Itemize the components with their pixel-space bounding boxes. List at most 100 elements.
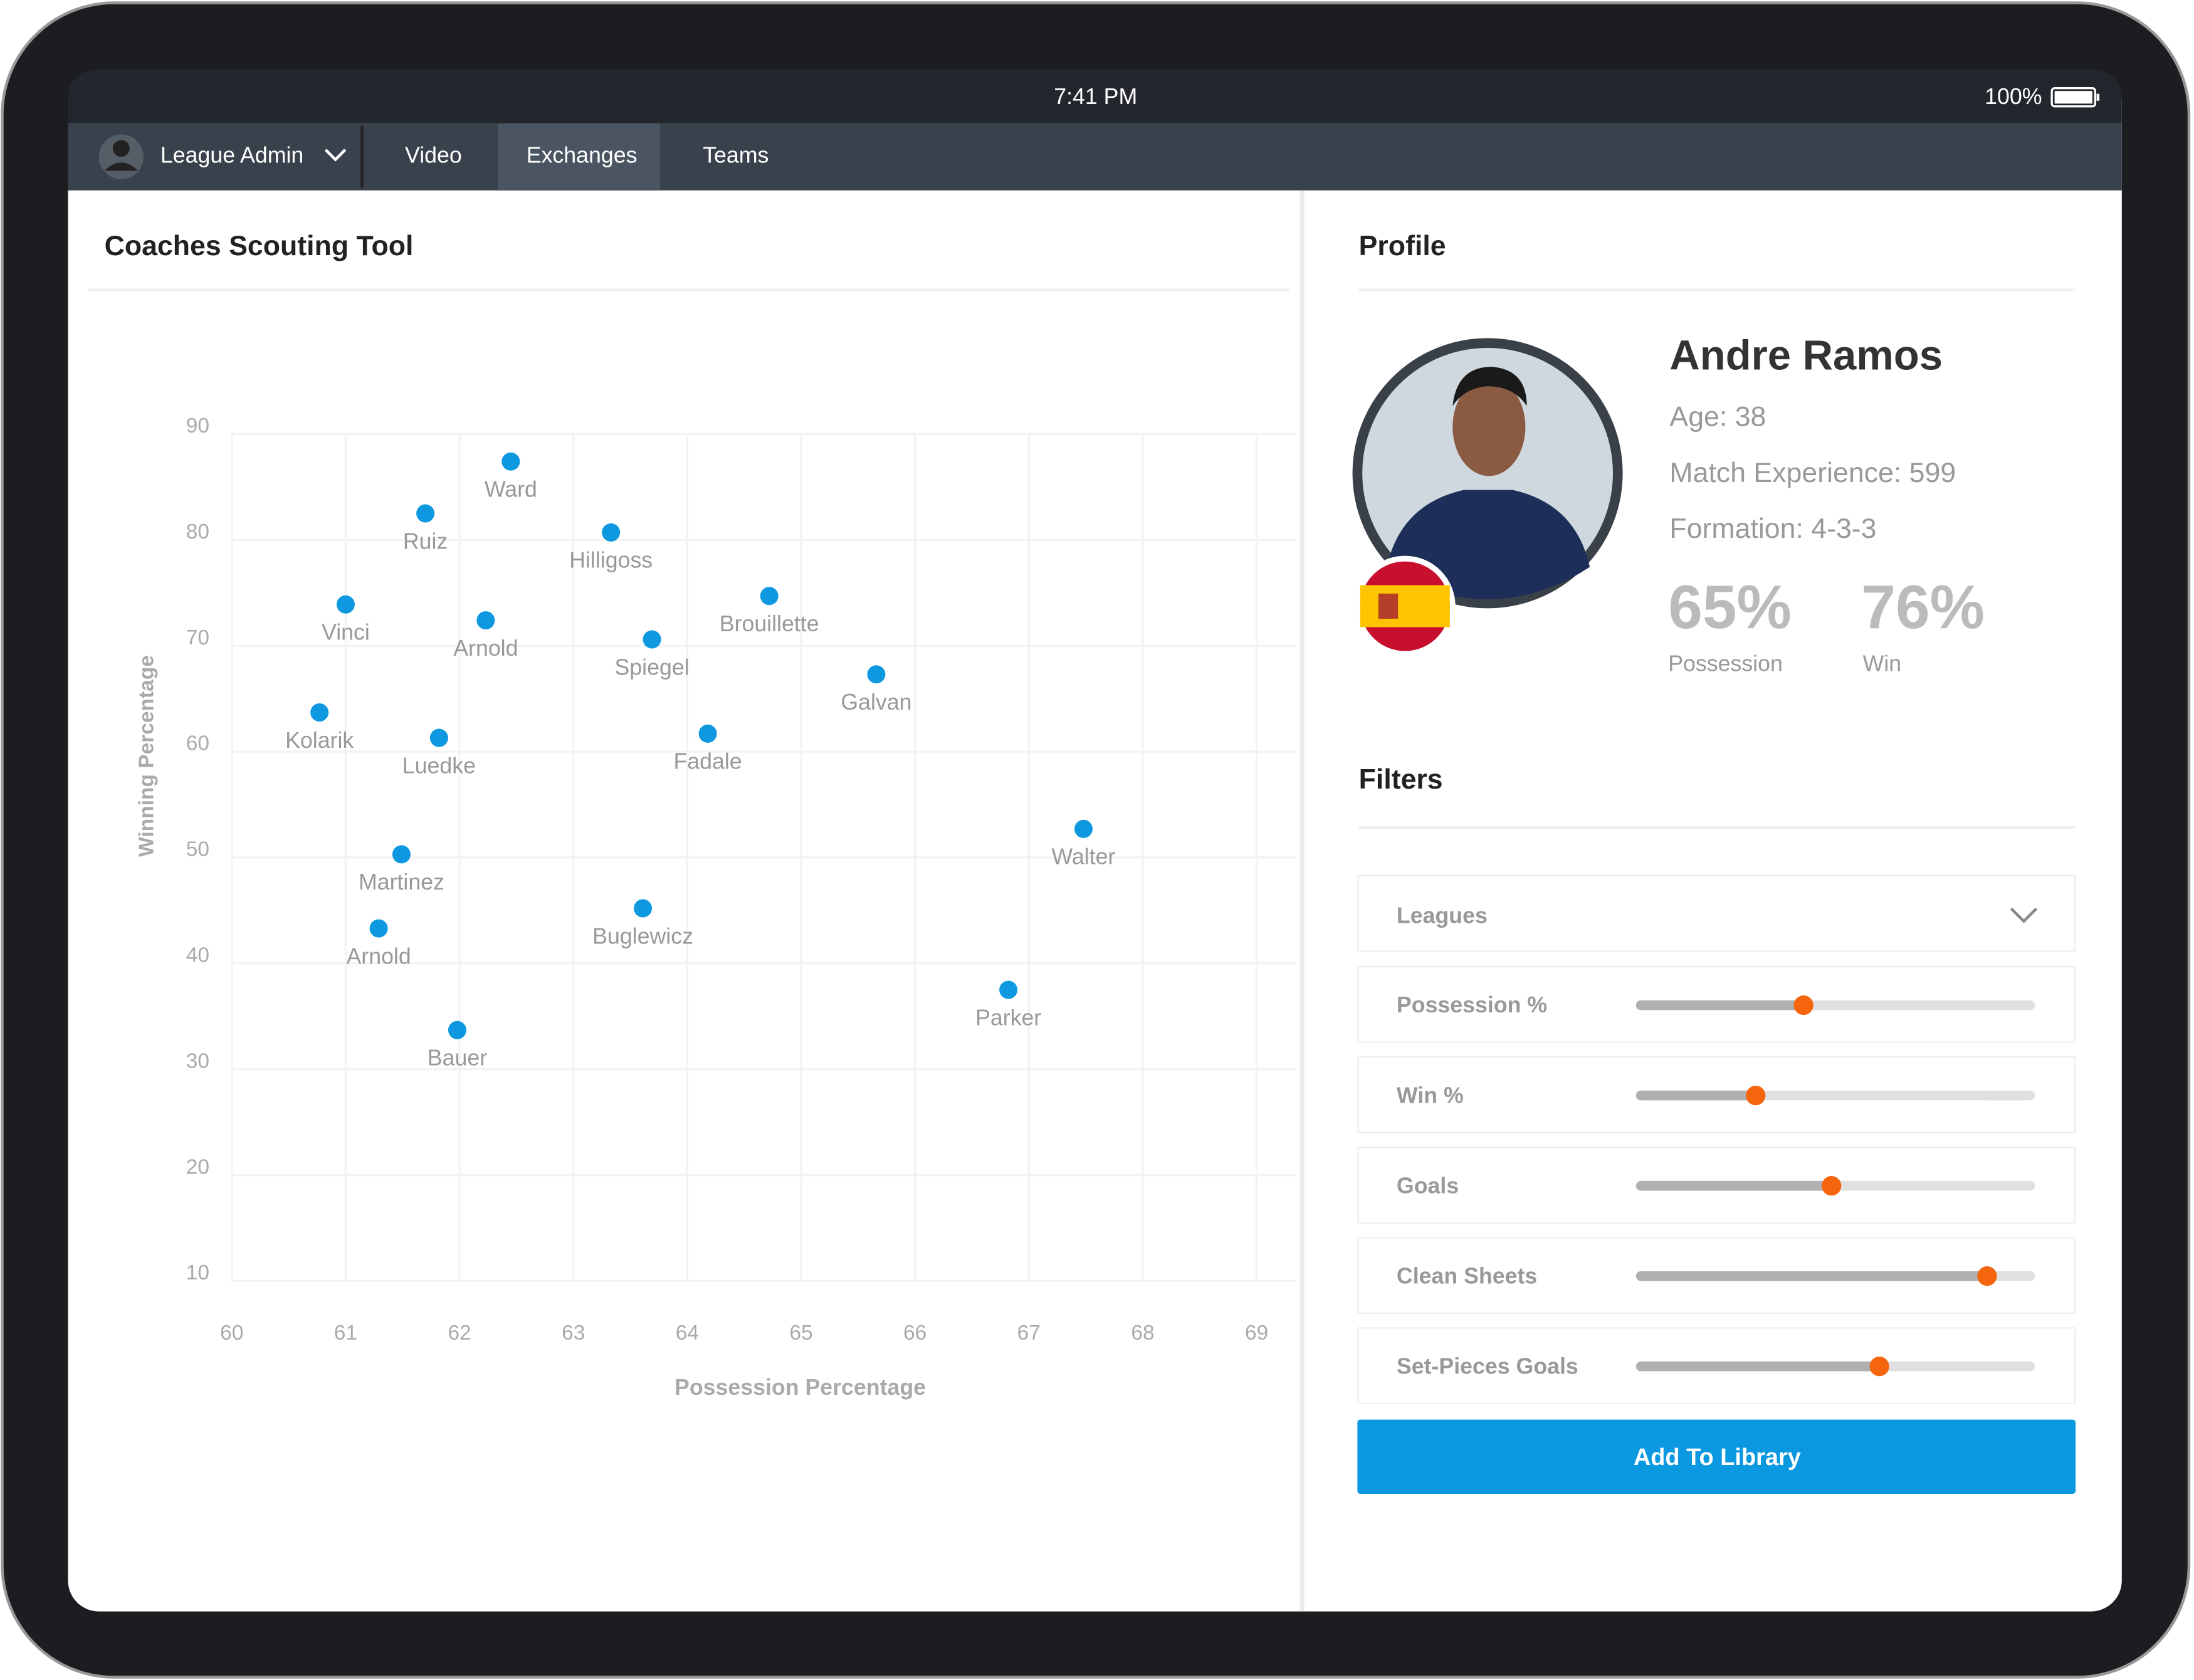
point-label: Spiegel bbox=[614, 654, 689, 680]
flag-emblem bbox=[1378, 593, 1399, 619]
profile-name: Andre Ramos bbox=[1669, 332, 1943, 379]
profile-experience: Match Experience: 599 bbox=[1669, 458, 1956, 488]
panel-title: Coaches Scouting Tool bbox=[105, 231, 414, 261]
scatter-point[interactable] bbox=[336, 595, 355, 614]
y-tick-label: 70 bbox=[186, 626, 209, 649]
battery-icon bbox=[2050, 87, 2097, 108]
slider-fill bbox=[1635, 1361, 1880, 1372]
avatar-head bbox=[112, 140, 130, 157]
filter-label: Clean Sheets bbox=[1397, 1263, 1537, 1288]
panel-divider bbox=[1299, 190, 1304, 1612]
point-label: Luedke bbox=[402, 753, 476, 778]
slider-knob[interactable] bbox=[1977, 1266, 1997, 1286]
scatter-point[interactable] bbox=[602, 523, 621, 542]
y-tick-label: 50 bbox=[186, 838, 209, 861]
profile-age: Age: 38 bbox=[1669, 402, 1766, 433]
point-label: Kolarik bbox=[285, 728, 354, 753]
avatar-body bbox=[104, 162, 139, 171]
active-tab-bg bbox=[498, 123, 661, 191]
status-time: 7:41 PM bbox=[1054, 84, 1137, 109]
slider-knob[interactable] bbox=[1822, 1176, 1842, 1196]
slider-fill bbox=[1635, 1090, 1756, 1101]
user-chevron[interactable] bbox=[324, 149, 347, 162]
scatter-point[interactable] bbox=[476, 611, 495, 630]
stat-value: 76% bbox=[1861, 572, 1985, 641]
point-label: Vinci bbox=[322, 620, 370, 645]
scatter-point[interactable] bbox=[999, 980, 1018, 999]
status-bar bbox=[68, 70, 2122, 123]
x-tick-label: 66 bbox=[903, 1321, 926, 1345]
point-label: Ward bbox=[485, 477, 537, 502]
nav-tab[interactable]: Video bbox=[405, 143, 462, 168]
slider-fill bbox=[1635, 1180, 1832, 1191]
y-axis-label: Winning Percentage bbox=[135, 655, 159, 857]
y-tick-label: 80 bbox=[186, 520, 209, 543]
nav-user[interactable]: League Admin bbox=[160, 143, 303, 168]
x-tick-label: 68 bbox=[1131, 1321, 1154, 1345]
filter-label: Goals bbox=[1397, 1173, 1459, 1198]
slider-knob[interactable] bbox=[1869, 1357, 1889, 1377]
point-label: Brouillette bbox=[720, 611, 819, 636]
flag-band bbox=[1360, 585, 1450, 627]
point-label: Ruiz bbox=[403, 528, 448, 554]
scatter-point[interactable] bbox=[369, 919, 388, 938]
leagues-dropdown[interactable] bbox=[1357, 874, 2076, 952]
status-battery: 100% bbox=[1985, 84, 2042, 109]
scatter-point[interactable] bbox=[392, 845, 411, 864]
filter-label: Set-Pieces Goals bbox=[1397, 1353, 1578, 1378]
dropdown-chevron[interactable] bbox=[2010, 907, 2038, 923]
scatter-point[interactable] bbox=[448, 1021, 466, 1039]
photo-hair bbox=[1452, 367, 1527, 406]
stat-label: Possession bbox=[1668, 651, 1783, 676]
sliders: Possession % Win % Goals Clean Sheets Set-Pi… bbox=[1357, 966, 2076, 1405]
stat-label: Win bbox=[1863, 651, 1902, 676]
scatter-point[interactable] bbox=[1074, 819, 1093, 838]
slider-knob[interactable] bbox=[1793, 995, 1813, 1016]
panel-title: Profile bbox=[1359, 231, 1446, 261]
point-label: Arnold bbox=[453, 636, 518, 661]
slider-fill bbox=[1635, 1000, 1804, 1011]
battery-fill bbox=[2054, 91, 2092, 104]
x-tick-label: 64 bbox=[676, 1321, 699, 1345]
point-label: Parker bbox=[975, 1005, 1041, 1030]
slider-knob[interactable] bbox=[1746, 1085, 1766, 1106]
scatter-point[interactable] bbox=[416, 504, 435, 523]
y-tick-label: 30 bbox=[186, 1049, 209, 1073]
x-tick-label: 62 bbox=[448, 1321, 471, 1345]
point-label: Martinez bbox=[359, 869, 444, 895]
point-label: Arnold bbox=[346, 943, 411, 969]
y-tick-label: 20 bbox=[186, 1155, 209, 1179]
scatter-point[interactable] bbox=[634, 899, 653, 918]
x-tick-label: 61 bbox=[334, 1321, 357, 1345]
scatter-chart: 90 80 70 60 50 40 30 20 10 60 61 62 63 64 65 66 67 68 69 Po… bbox=[135, 414, 1296, 1400]
y-tick-label: 60 bbox=[186, 732, 209, 755]
x-tick-label: 65 bbox=[789, 1321, 812, 1345]
nav-bar bbox=[68, 123, 2122, 191]
point-label: Fadale bbox=[673, 749, 742, 774]
scatter-point[interactable] bbox=[643, 630, 661, 649]
scatter-point[interactable] bbox=[867, 665, 886, 684]
x-axis-label: Possession Percentage bbox=[674, 1375, 926, 1400]
x-tick-label: 69 bbox=[1245, 1321, 1268, 1345]
battery-tip bbox=[2096, 93, 2100, 101]
stat-value: 65% bbox=[1668, 572, 1792, 641]
point-label: Walter bbox=[1052, 844, 1116, 869]
y-tick-label: 90 bbox=[186, 414, 209, 438]
scatter-point[interactable] bbox=[310, 703, 329, 722]
scatter-point[interactable] bbox=[698, 724, 717, 743]
add-button[interactable] bbox=[1357, 1419, 2076, 1494]
scatter-point[interactable] bbox=[429, 728, 448, 747]
slider-fill bbox=[1635, 1271, 1987, 1281]
x-tick-label: 60 bbox=[220, 1321, 243, 1345]
button-label[interactable]: Add To Library bbox=[1634, 1444, 1801, 1471]
nav-tab[interactable]: Teams bbox=[703, 143, 769, 168]
dropdown-label: Leagues bbox=[1397, 903, 1488, 928]
scatter-point[interactable] bbox=[501, 452, 520, 471]
nav-tab[interactable]: Exchanges bbox=[527, 143, 638, 168]
y-tick-label: 10 bbox=[186, 1261, 209, 1284]
panel-title: Filters bbox=[1359, 764, 1443, 795]
point-label: Buglewicz bbox=[592, 923, 693, 948]
scatter-point[interactable] bbox=[760, 587, 779, 606]
x-tick-label: 67 bbox=[1017, 1321, 1041, 1345]
